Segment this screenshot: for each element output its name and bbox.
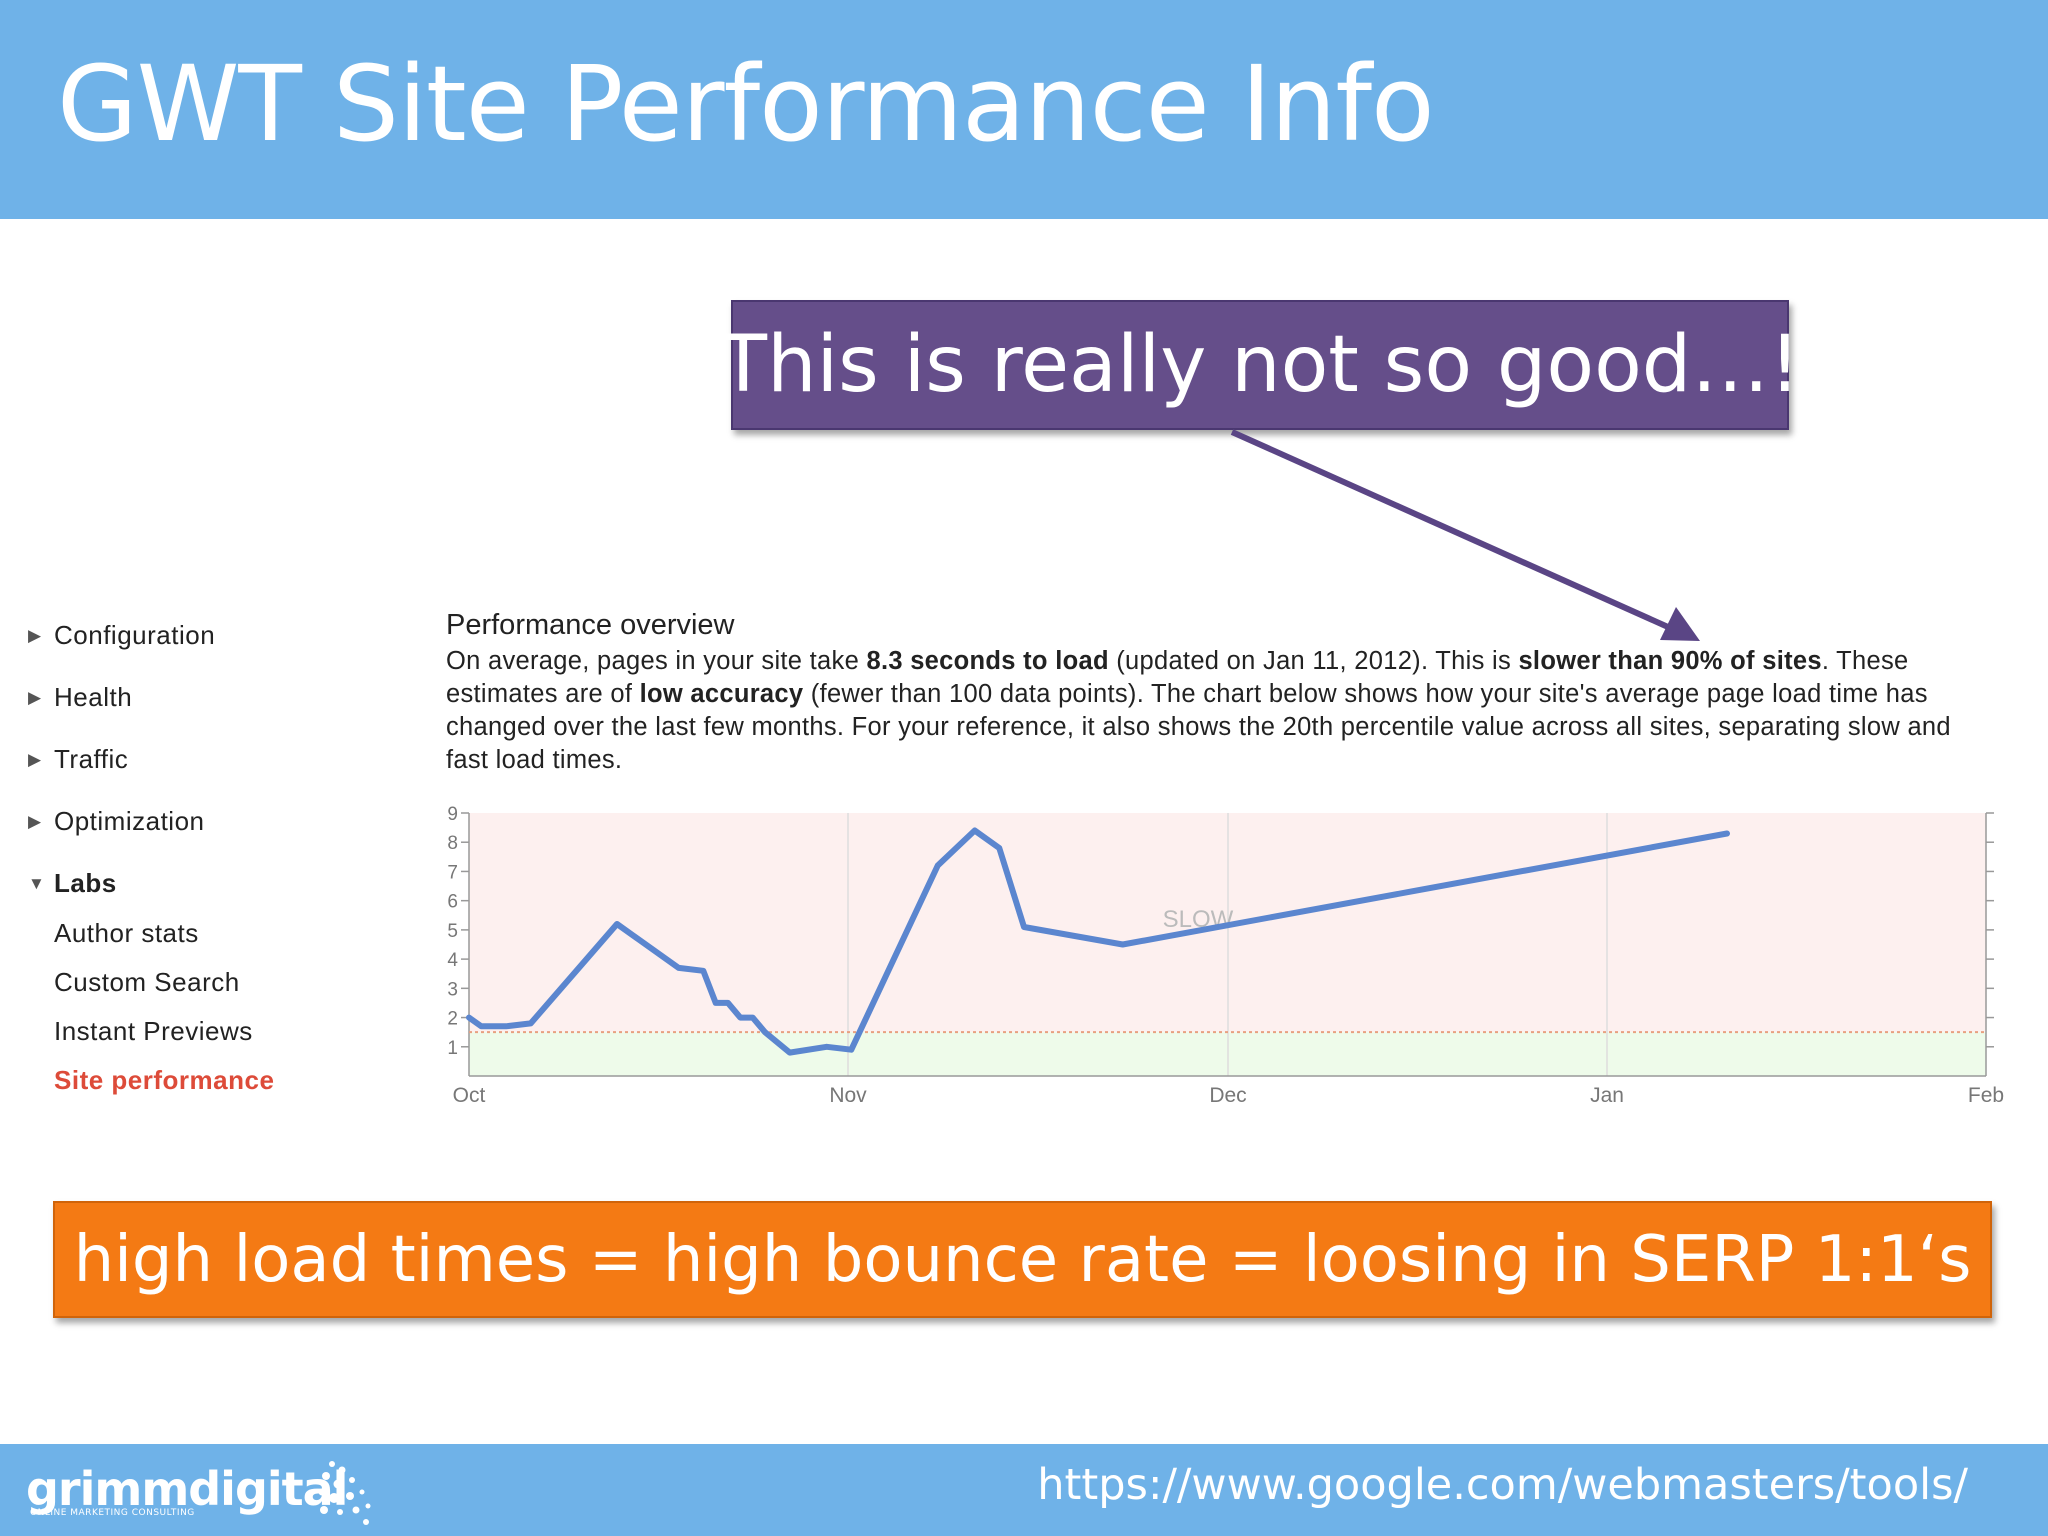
callout-text: This is really not so good…!: [719, 320, 1801, 410]
desc-comparison: slower than 90% of sites: [1518, 647, 1822, 675]
desc-text: (fewer than 100 data points). The chart …: [446, 680, 1951, 774]
sidebar-item-label: Optimization: [54, 806, 205, 836]
performance-title: Performance overview: [446, 609, 735, 641]
x-tick-label: Oct: [453, 1084, 486, 1107]
y-tick-label: 6: [447, 892, 458, 913]
y-tick-label: 8: [447, 833, 458, 854]
slide-header: [0, 0, 2048, 219]
x-tick-label: Feb: [1968, 1084, 2004, 1107]
callout-box: This is really not so good…!: [719, 300, 1801, 430]
y-tick-label: 5: [447, 921, 458, 942]
sidebar-subitem-author-stats[interactable]: Author stats: [54, 918, 199, 948]
slide-footer: [0, 1444, 2048, 1536]
y-tick-label: 3: [447, 979, 458, 1000]
logo-dots-icon: [318, 1461, 371, 1525]
performance-description: On average, pages in your site take 8.3 …: [446, 645, 1986, 777]
chevron-right-icon: ▶: [28, 688, 42, 707]
desc-text: . These estimates are of: [446, 647, 1909, 708]
logo-tagline: ONLINE MARKETING CONSULTING: [30, 1508, 195, 1518]
x-tick-label: Nov: [829, 1084, 867, 1107]
series-line: [466, 827, 1730, 1056]
desc-text: On average, pages in your site take: [446, 647, 867, 675]
sidebar-item-health[interactable]: ▶ Health: [28, 682, 132, 713]
sidebar-subitem-custom-search[interactable]: Custom Search: [54, 967, 240, 997]
x-tick-label: Dec: [1209, 1084, 1246, 1107]
chevron-right-icon: ▶: [28, 626, 42, 645]
sidebar-item-label: Labs: [54, 868, 117, 898]
y-tick-label: 9: [447, 804, 458, 825]
sidebar-item-labs[interactable]: ▼ Labs: [28, 868, 117, 899]
desc-accuracy: low accuracy: [639, 680, 804, 708]
y-tick-label: 1: [447, 1038, 458, 1059]
slide-title: GWT Site Performance Info: [57, 43, 1435, 165]
y-tick-label: 2: [447, 1009, 458, 1030]
banner-text: high load times = high bounce rate = loo…: [73, 1222, 1972, 1297]
sidebar-subitem-site-performance[interactable]: Site performance: [54, 1065, 275, 1095]
sidebar-subitem-instant-previews[interactable]: Instant Previews: [54, 1016, 253, 1046]
desc-load-time: 8.3 seconds to load: [866, 647, 1109, 675]
chevron-down-icon: ▼: [28, 874, 46, 893]
logo-text: grimmdigital: [26, 1462, 348, 1516]
sidebar-item-label: Traffic: [54, 744, 129, 774]
x-tick-label: Jan: [1590, 1084, 1624, 1107]
sidebar-item-optimization[interactable]: ▶ Optimization: [28, 806, 205, 837]
y-tick-label: 4: [447, 950, 458, 971]
conclusion-banner: high load times = high bounce rate = loo…: [53, 1201, 1992, 1318]
chevron-right-icon: ▶: [28, 812, 42, 831]
footer-url[interactable]: https://www.google.com/webmasters/tools/: [1037, 1460, 1968, 1510]
sidebar-item-configuration[interactable]: ▶ Configuration: [28, 620, 215, 651]
sidebar-item-label: Health: [54, 682, 133, 712]
sidebar-item-label: Configuration: [54, 620, 216, 650]
sidebar-item-traffic[interactable]: ▶ Traffic: [28, 744, 128, 775]
y-tick-label: 7: [447, 862, 458, 883]
desc-text: (updated on Jan 11, 2012). This is: [1108, 647, 1519, 675]
chevron-right-icon: ▶: [28, 750, 42, 769]
